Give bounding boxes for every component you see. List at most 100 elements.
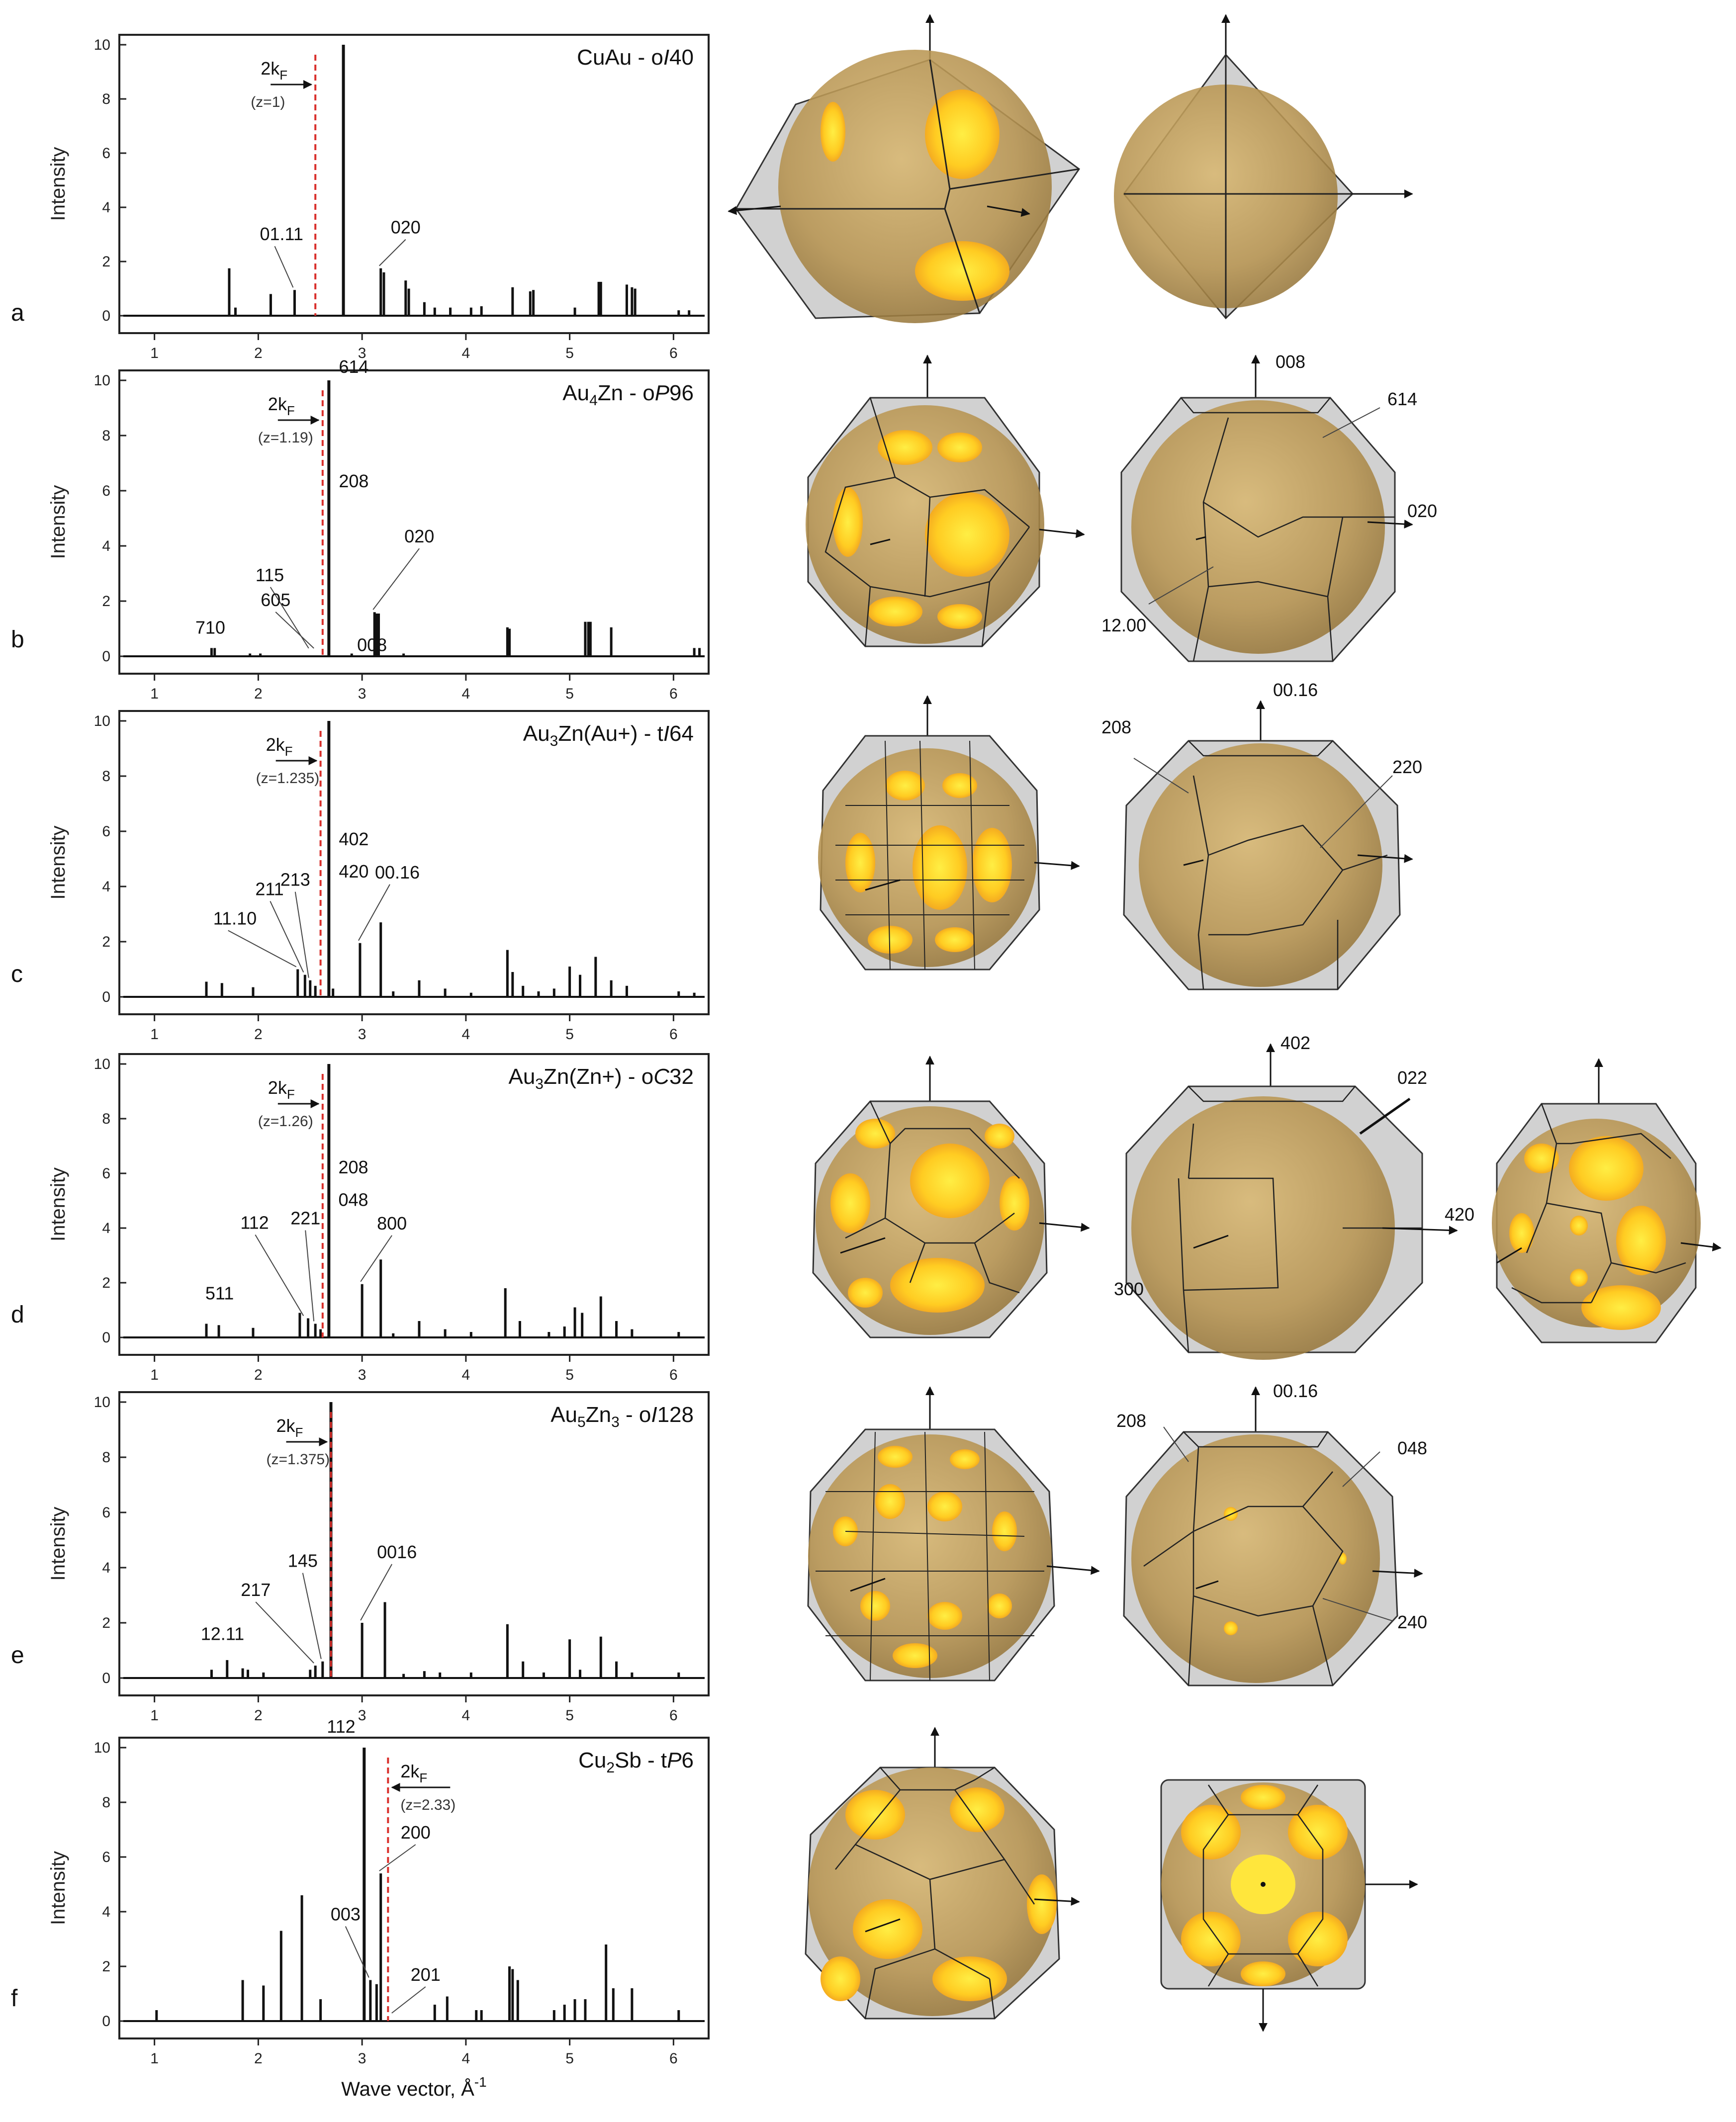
peak-label: 217 xyxy=(241,1580,271,1600)
compound-title: Cu2Sb - tP6 xyxy=(578,1748,694,1776)
compound-subscript: 3 xyxy=(535,1076,544,1092)
zone-c-label-208: 208 xyxy=(1101,717,1131,737)
compound-part: 96 xyxy=(669,381,694,405)
peak-label: 01.11 xyxy=(260,224,303,244)
zone-a-1 xyxy=(728,14,1081,323)
zone-b-label-020: 020 xyxy=(1407,501,1437,521)
peak-label: 710 xyxy=(195,617,225,637)
peak-label: 11.10 xyxy=(213,908,257,929)
compound-italic: I xyxy=(651,1403,657,1427)
peak-label: 020 xyxy=(404,526,434,546)
peak-label: 200 xyxy=(401,1822,431,1843)
peak-label: 402 xyxy=(339,829,368,849)
y-tick-label: 10 xyxy=(94,37,110,53)
peak-label: 511 xyxy=(205,1283,234,1304)
peak-label: 020 xyxy=(391,217,421,238)
x-tick-label: 3 xyxy=(358,686,366,702)
peak-label: 213 xyxy=(280,870,310,890)
y-tick-label: 2 xyxy=(102,1275,110,1291)
peak-leader xyxy=(270,587,309,649)
y-tick-label: 4 xyxy=(102,199,110,216)
y-tick-label: 0 xyxy=(102,308,110,324)
zone-e-label-048: 048 xyxy=(1397,1438,1427,1458)
peak-leader xyxy=(360,1235,392,1282)
zone-b-label-12-00: 12.00 xyxy=(1101,615,1146,635)
peak-leader xyxy=(255,1601,314,1664)
y-axis-label: Intensity xyxy=(47,147,69,221)
plot-frame xyxy=(118,34,710,334)
x-tick-label: 5 xyxy=(565,686,574,702)
x-tick-label: 5 xyxy=(565,1026,574,1043)
peak-leader xyxy=(391,1986,426,2014)
y-tick-label: 6 xyxy=(102,1165,110,1182)
y-tick-label: 6 xyxy=(102,483,110,499)
y-tick-label: 4 xyxy=(102,1220,110,1237)
compound-title: CuAu - oI40 xyxy=(577,45,694,70)
panel-letter-a: a xyxy=(11,300,24,326)
zone-a-2 xyxy=(1114,14,1413,320)
peak-leader xyxy=(302,1573,322,1659)
zone-b-2: 008 614 020 12.00 xyxy=(1101,352,1437,662)
x-tick-label: 5 xyxy=(565,1707,574,1724)
peak-leader xyxy=(379,1844,416,1871)
zone-d-3 xyxy=(1492,1058,1722,1343)
compound-subscript: 4 xyxy=(589,392,598,409)
compound-part: Zn xyxy=(586,1403,611,1427)
kf-z-label: (z=1.19) xyxy=(258,430,313,446)
zone-b-1 xyxy=(806,354,1085,647)
x-tick-label: 6 xyxy=(669,345,678,361)
peak-leader xyxy=(372,548,420,610)
compound-italic: P xyxy=(667,1748,682,1772)
peak-label: 12.11 xyxy=(201,1623,244,1644)
panel-letter-e: e xyxy=(11,1642,24,1669)
kf-subscript: F xyxy=(287,1087,295,1102)
compound-part: Zn - o xyxy=(598,381,655,405)
compound-title: Au3Zn(Au+) - tI64 xyxy=(523,721,694,749)
peak-label: 208 xyxy=(339,1157,368,1177)
y-axis-label: Intensity xyxy=(47,1851,69,1925)
plot-frame xyxy=(118,1737,710,2039)
kf-z-label: (z=1.235) xyxy=(256,770,320,787)
y-tick-label: 4 xyxy=(102,538,110,554)
x-tick-label: 3 xyxy=(358,345,366,361)
y-tick-label: 10 xyxy=(94,1056,110,1072)
x-tick-label: 5 xyxy=(565,1367,574,1383)
x-tick-label: 4 xyxy=(462,1367,470,1383)
zone-c-2: 00.16 208 220 xyxy=(1101,680,1422,990)
zone-c-label-220: 220 xyxy=(1392,757,1422,777)
y-tick-label: 10 xyxy=(94,713,110,729)
zone-e-2: 00.16 208 048 240 xyxy=(1116,1381,1427,1686)
zone-c-1 xyxy=(818,695,1080,971)
peak-label: 221 xyxy=(290,1208,320,1229)
zone-f-2 xyxy=(1160,1779,1418,2032)
plot-frame xyxy=(118,1053,710,1356)
y-tick-label: 6 xyxy=(102,1849,110,1865)
compound-italic: I xyxy=(663,721,669,746)
compound-part: 6 xyxy=(682,1748,694,1772)
peak-label: 208 xyxy=(339,471,368,491)
y-tick-label: 8 xyxy=(102,1794,110,1811)
compound-italic: C xyxy=(653,1064,670,1089)
y-tick-label: 8 xyxy=(102,1111,110,1127)
y-tick-label: 10 xyxy=(94,1394,110,1411)
kf-z-label: (z=1.26) xyxy=(258,1113,313,1130)
zone-e-1 xyxy=(807,1386,1100,1681)
compound-italic: I xyxy=(663,45,669,70)
peak-label: 112 xyxy=(327,1716,355,1737)
peak-label: 048 xyxy=(339,1190,368,1210)
x-tick-label: 4 xyxy=(462,1707,470,1724)
kf-z-label: (z=1.375) xyxy=(267,1451,330,1468)
x-tick-label: 1 xyxy=(150,1707,159,1724)
x-tick-label: 3 xyxy=(358,1026,366,1043)
zone-d-1 xyxy=(812,1056,1090,1338)
y-tick-label: 0 xyxy=(102,989,110,1005)
compound-part: 40 xyxy=(669,45,694,70)
y-tick-label: 10 xyxy=(94,372,110,389)
panel-letter-c: c xyxy=(11,961,23,987)
y-axis-label: Intensity xyxy=(47,826,69,900)
compound-title: Au5Zn3 - oI128 xyxy=(550,1403,694,1430)
compound-part: Zn(Au+) - t xyxy=(558,721,663,746)
kf-z-label: (z=1) xyxy=(251,94,285,110)
zone-e-label-240: 240 xyxy=(1397,1612,1427,1632)
